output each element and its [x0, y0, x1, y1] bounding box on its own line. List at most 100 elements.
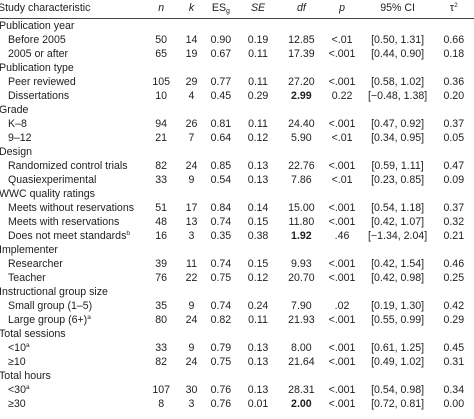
k-cell: 17 [185, 202, 198, 214]
tau-cell: 0.45 [443, 342, 465, 354]
table-row: K–8 94 26 0.81 0.11 24.40 <.001 [0.47, 0.92] 0.3… [0, 117, 474, 131]
df-cell: 5.90 [291, 132, 312, 144]
row-label-cell: Large group (6+)a [0, 313, 145, 327]
df-cell: 20.70 [288, 272, 315, 284]
row-label-cell: ≥30 [0, 397, 145, 411]
df-cell: 21.93 [288, 314, 315, 326]
es-cell: 0.75 [210, 272, 232, 284]
row-label-cell: K–8 [0, 117, 145, 131]
ci-cell: [0.61, 1.25] [371, 342, 425, 354]
df-cell: 24.40 [288, 118, 315, 130]
tau-cell: 0.31 [443, 356, 465, 368]
p-cell: <.001 [328, 216, 356, 228]
es-cell: 0.67 [210, 48, 232, 60]
header-n: n [145, 0, 178, 19]
row-label: Small group (1–5) [8, 300, 93, 312]
es-cell: 0.54 [210, 174, 232, 186]
n-cell: 82 [155, 160, 168, 172]
row-label-cell: <10a [0, 341, 145, 355]
df-cell: 11.80 [288, 216, 315, 228]
p-cell: <.001 [328, 202, 356, 214]
row-label: Dissertations [8, 90, 70, 102]
k-cell: 14 [185, 34, 198, 46]
se-cell: 0.12 [247, 132, 269, 144]
p-cell: <.01 [331, 34, 353, 46]
se-cell: 0.15 [247, 216, 269, 228]
row-label: Before 2005 [8, 34, 66, 46]
header-es: ESg [205, 0, 236, 19]
ci-cell: [0.58, 1.02] [371, 76, 425, 88]
k-cell: 24 [185, 160, 198, 172]
group-header-row: Publication year [0, 19, 474, 34]
row-label-cell: Randomized control trials [0, 159, 145, 173]
ci-cell: [0.42, 1.54] [371, 258, 425, 270]
row-label-cell: Researcher [0, 257, 145, 271]
row-label: 9–12 [8, 132, 32, 144]
row-label-cell: Small group (1–5) [0, 299, 145, 313]
group-header-row: Grade [0, 103, 474, 117]
es-cell: 0.81 [210, 118, 232, 130]
table-body: Publication year Before 2005 50 14 0.90 0.19 1… [0, 19, 474, 412]
tau-cell: 0.18 [443, 48, 465, 60]
table-row: Meets with reservations 48 13 0.74 0.15 11.80… [0, 215, 474, 229]
es-cell: 0.82 [210, 314, 232, 326]
n-cell: 10 [155, 90, 168, 102]
es-cell: 0.74 [210, 300, 232, 312]
footnote-marker: b [126, 230, 130, 237]
ci-cell: [−0.48, 1.38] [367, 90, 428, 102]
k-cell: 30 [185, 384, 198, 396]
se-cell: 0.11 [248, 118, 268, 130]
es-cell: 0.45 [210, 90, 232, 102]
table-row: 2005 or after 65 19 0.67 0.11 17.39 <.001 [0.44… [0, 47, 474, 61]
se-cell: 0.14 [247, 202, 269, 214]
row-label-cell: Teacher [0, 271, 145, 285]
group-title: Implementer [0, 244, 58, 256]
group-header-row: Total sessions [0, 327, 474, 341]
se-cell: 0.01 [247, 398, 269, 410]
df-cell: 7.90 [291, 300, 312, 312]
df-cell: 28.31 [288, 384, 315, 396]
df-cell: 7.86 [291, 174, 312, 186]
ci-cell: [0.50, 1.31] [371, 34, 425, 46]
p-cell: <.001 [328, 314, 356, 326]
row-label-cell: Dissertations [0, 89, 145, 103]
tau-cell: 0.47 [443, 160, 465, 172]
se-cell: 0.11 [248, 314, 268, 326]
table-row: <30a 107 30 0.76 0.13 28.31 <.001 [0.54, 0.98] 0… [0, 383, 474, 397]
table-row: 9–12 21 7 0.64 0.12 5.90 <.01 [0.34, 0.95] 0.05 [0, 131, 474, 145]
row-label-cell: <30a [0, 383, 145, 397]
es-cell: 0.75 [210, 356, 232, 368]
group-header-row: Implementer [0, 243, 474, 257]
table-row: Before 2005 50 14 0.90 0.19 12.85 <.01 [0.50, 1… [0, 33, 474, 47]
tau-cell: 0.36 [443, 76, 465, 88]
ci-cell: [0.34, 0.95] [371, 132, 425, 144]
row-label: K–8 [8, 118, 27, 130]
header-tau: τ2 [433, 0, 474, 19]
p-cell: <.001 [328, 48, 356, 60]
table-row: Randomized control trials 82 24 0.85 0.13 22.… [0, 159, 474, 173]
tau-cell: 0.37 [443, 118, 465, 130]
row-label-cell: Meets with reservations [0, 215, 145, 229]
ci-cell: [0.59, 1.11] [371, 160, 424, 172]
es-cell: 0.76 [210, 398, 232, 410]
k-cell: 24 [185, 356, 198, 368]
row-label: Teacher [8, 272, 46, 284]
se-cell: 0.29 [247, 90, 269, 102]
p-cell: <.001 [328, 118, 356, 130]
n-cell: 65 [155, 48, 168, 60]
df-cell: 9.93 [291, 258, 312, 270]
df-cell: 17.39 [288, 48, 315, 60]
n-cell: 21 [155, 132, 168, 144]
k-cell: 9 [188, 300, 195, 312]
row-label: Peer reviewed [8, 76, 76, 88]
n-cell: 80 [155, 314, 168, 326]
ci-cell: [−1.34, 2.04] [367, 230, 428, 242]
group-title: Instructional group size [0, 286, 108, 298]
row-label: Quasiexperimental [8, 174, 97, 186]
table-row: Teacher 76 22 0.75 0.12 20.70 <.001 [0.42, 0.98… [0, 271, 474, 285]
ci-cell: [0.47, 0.92] [371, 118, 425, 130]
row-label-cell: Before 2005 [0, 33, 145, 47]
p-cell: <.01 [331, 174, 353, 186]
p-cell: <.001 [328, 272, 356, 284]
row-label-cell: Meets without reservations [0, 201, 145, 215]
